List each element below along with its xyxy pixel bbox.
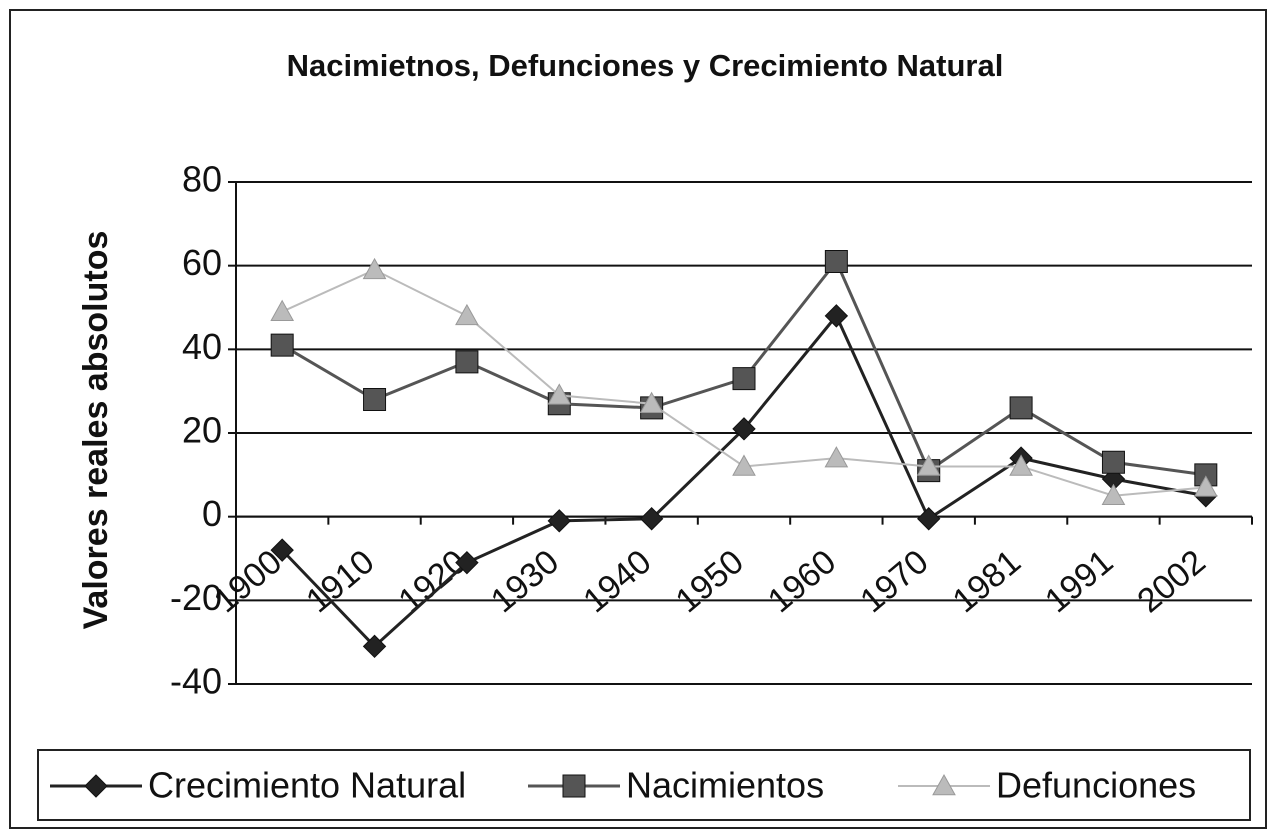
data-point — [547, 383, 572, 405]
data-point — [363, 388, 387, 412]
legend-marker — [84, 774, 108, 798]
data-point — [824, 304, 849, 328]
data-point — [916, 454, 941, 476]
y-tick-label: 40 — [182, 326, 222, 367]
data-point — [824, 249, 848, 273]
data-point — [1193, 475, 1218, 497]
data-point — [639, 507, 664, 531]
y-tick-label: -40 — [170, 661, 222, 702]
data-point — [917, 507, 941, 531]
data-point — [1194, 463, 1218, 487]
legend-marker — [562, 774, 586, 798]
legend-box — [37, 749, 1251, 821]
data-point — [455, 303, 479, 326]
data-point — [362, 634, 387, 659]
data-point — [732, 454, 756, 476]
chart-border — [9, 9, 1267, 829]
data-point — [732, 367, 756, 391]
legend-label: Nacimientos — [626, 765, 824, 806]
data-point — [824, 446, 849, 468]
data-point — [1009, 454, 1033, 476]
chart-title: Nacimietnos, Defunciones y Crecimiento N… — [287, 48, 1004, 83]
data-point — [732, 417, 756, 441]
data-point — [270, 538, 294, 562]
data-point — [1009, 396, 1033, 420]
legend-marker — [932, 773, 956, 796]
legend-label: Defunciones — [996, 765, 1196, 806]
data-point — [362, 257, 387, 280]
data-point — [455, 350, 479, 374]
data-point — [270, 333, 294, 357]
y-tick-label: 20 — [182, 410, 222, 451]
y-tick-label: -20 — [170, 577, 222, 618]
data-point — [270, 299, 295, 321]
legend-label: Crecimiento Natural — [148, 765, 466, 806]
data-point — [547, 509, 571, 533]
data-point — [639, 391, 664, 414]
data-point — [1101, 450, 1125, 474]
data-point — [455, 550, 479, 575]
y-tick-label: 0 — [202, 493, 222, 534]
y-axis-label: Valores reales absolutos — [77, 231, 115, 630]
data-point — [1101, 483, 1126, 506]
y-tick-label: 60 — [182, 242, 222, 283]
y-tick-label: 80 — [182, 159, 222, 200]
